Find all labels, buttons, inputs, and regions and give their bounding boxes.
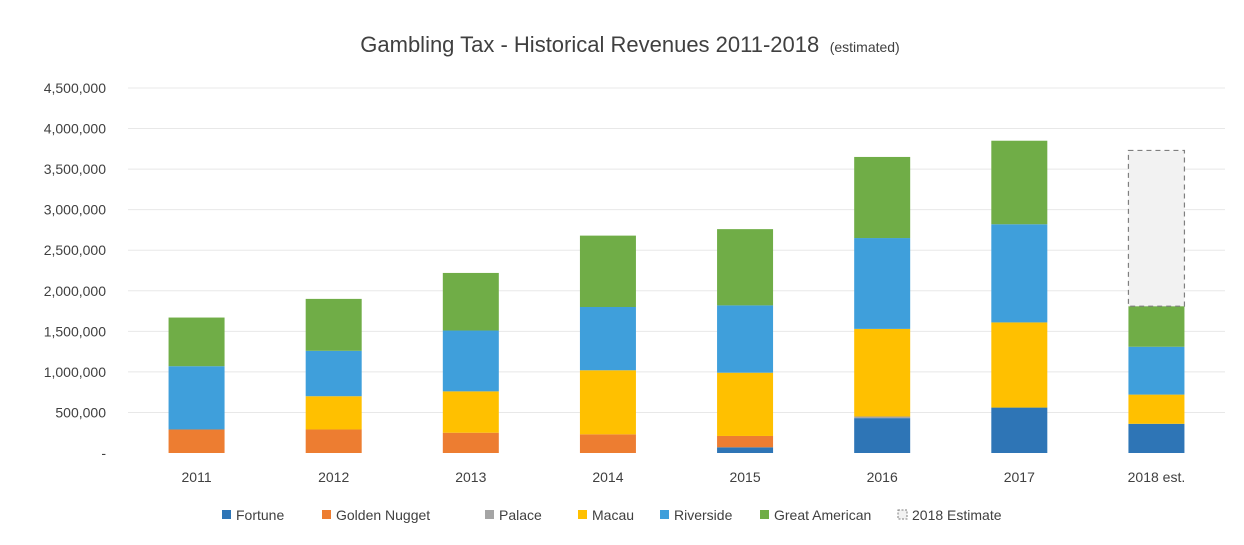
bar-segment-golden-nugget: [579, 434, 636, 453]
bar-segment-macau: [442, 391, 499, 433]
bar-segment-riverside: [1128, 346, 1185, 395]
legend-label: Golden Nugget: [336, 507, 430, 523]
bar-segment-riverside: [579, 307, 636, 371]
bar-segment-fortune: [717, 447, 774, 453]
legend-item-great-american: Great American: [760, 507, 871, 523]
y-tick-label: 500,000: [55, 404, 106, 420]
legend-label: Macau: [592, 507, 634, 523]
bar-segment-fortune: [854, 418, 911, 453]
bar-segment-macau: [991, 322, 1048, 408]
chart-title: Gambling Tax - Historical Revenues 2011-…: [360, 32, 899, 57]
bar-segment-great-american: [717, 229, 774, 306]
y-tick-label: 2,500,000: [44, 242, 106, 258]
x-tick-label: 2014: [592, 469, 623, 485]
legend-swatch: [485, 510, 494, 519]
bar-segment-great-american: [168, 317, 225, 367]
bar-segment-great-american: [305, 298, 362, 351]
legend-swatch: [660, 510, 669, 519]
bar-segment-riverside: [442, 330, 499, 392]
bar-segment-great-american: [442, 272, 499, 331]
legend-item-riverside: Riverside: [660, 507, 733, 523]
x-tick-label: 2016: [867, 469, 898, 485]
bar-segment-golden-nugget: [717, 435, 774, 448]
bar-segment-great-american: [579, 235, 636, 307]
bar-segment-great-american: [854, 156, 911, 239]
legend-label: Fortune: [236, 507, 284, 523]
legend-item-fortune: Fortune: [222, 507, 284, 523]
legend-swatch: [760, 510, 769, 519]
bar-segment-golden-nugget: [442, 432, 499, 453]
bar-segment-palace: [854, 416, 911, 419]
x-tick-label: 2012: [318, 469, 349, 485]
chart-title-subtitle: (estimated): [830, 39, 900, 55]
bar-segment-2018-estimate: [1127, 149, 1186, 307]
y-tick-label: 3,000,000: [44, 202, 106, 218]
gridlines: [128, 87, 1225, 413]
legend-swatch: [897, 509, 908, 520]
bar-segment-fortune: [991, 407, 1048, 453]
x-tick-label: 2015: [729, 469, 760, 485]
x-tick-label: 2018 est.: [1128, 469, 1186, 485]
bar-segment-great-american: [1128, 306, 1185, 347]
y-tick-label: 2,000,000: [44, 283, 106, 299]
legend-item-2018-estimate: 2018 Estimate: [897, 507, 1002, 523]
bar-segment-golden-nugget: [168, 429, 225, 453]
y-tick-label: 4,500,000: [44, 80, 106, 96]
y-tick-label: 3,500,000: [44, 161, 106, 177]
legend-swatch: [578, 510, 587, 519]
legend-item-palace: Palace: [485, 507, 542, 523]
legend-item-golden-nugget: Golden Nugget: [322, 507, 430, 523]
legend-swatch: [222, 510, 231, 519]
bar-segment-macau: [1128, 394, 1185, 424]
legend-label: 2018 Estimate: [912, 507, 1002, 523]
chart-title-main: Gambling Tax - Historical Revenues 2011-…: [360, 32, 819, 57]
bar-segment-riverside: [717, 305, 774, 373]
legend-label: Palace: [499, 507, 542, 523]
bar-segment-golden-nugget: [305, 429, 362, 453]
bar-segment-macau: [717, 372, 774, 436]
y-tick-label: 4,000,000: [44, 121, 106, 137]
bar-segment-riverside: [305, 350, 362, 397]
x-axis-ticks: 2011 2012 2013 2014 2015 2016 2017 2018 est.: [182, 469, 1186, 485]
legend: Fortune Golden Nugget Palace Macau Riverside…: [222, 507, 1002, 523]
bar-segment-riverside: [168, 366, 225, 430]
x-tick-label: 2011: [182, 469, 212, 485]
legend-label: Great American: [774, 507, 871, 523]
legend-label: Riverside: [674, 507, 733, 523]
x-tick-label: 2013: [455, 469, 486, 485]
svg-text:Gambling Tax - Historical Reve: Gambling Tax - Historical Revenues 2011-…: [360, 32, 899, 57]
bar-segment-great-american: [991, 140, 1048, 225]
legend-item-macau: Macau: [578, 507, 634, 523]
bar-segment-riverside: [854, 238, 911, 329]
legend-swatch: [322, 510, 331, 519]
bar-segment-riverside: [991, 224, 1048, 323]
bars: [168, 140, 1186, 453]
y-tick-label: -: [101, 445, 106, 461]
bar-segment-macau: [579, 370, 636, 435]
y-tick-label: 1,000,000: [44, 364, 106, 380]
y-axis-ticks: - 500,000 1,000,000 1,500,000 2,000,000 2,500…: [44, 80, 107, 461]
bar-segment-macau: [305, 396, 362, 430]
x-tick-label: 2017: [1004, 469, 1035, 485]
y-tick-label: 1,500,000: [44, 323, 106, 339]
bar-segment-fortune: [1128, 423, 1185, 453]
bar-segment-macau: [854, 328, 911, 417]
